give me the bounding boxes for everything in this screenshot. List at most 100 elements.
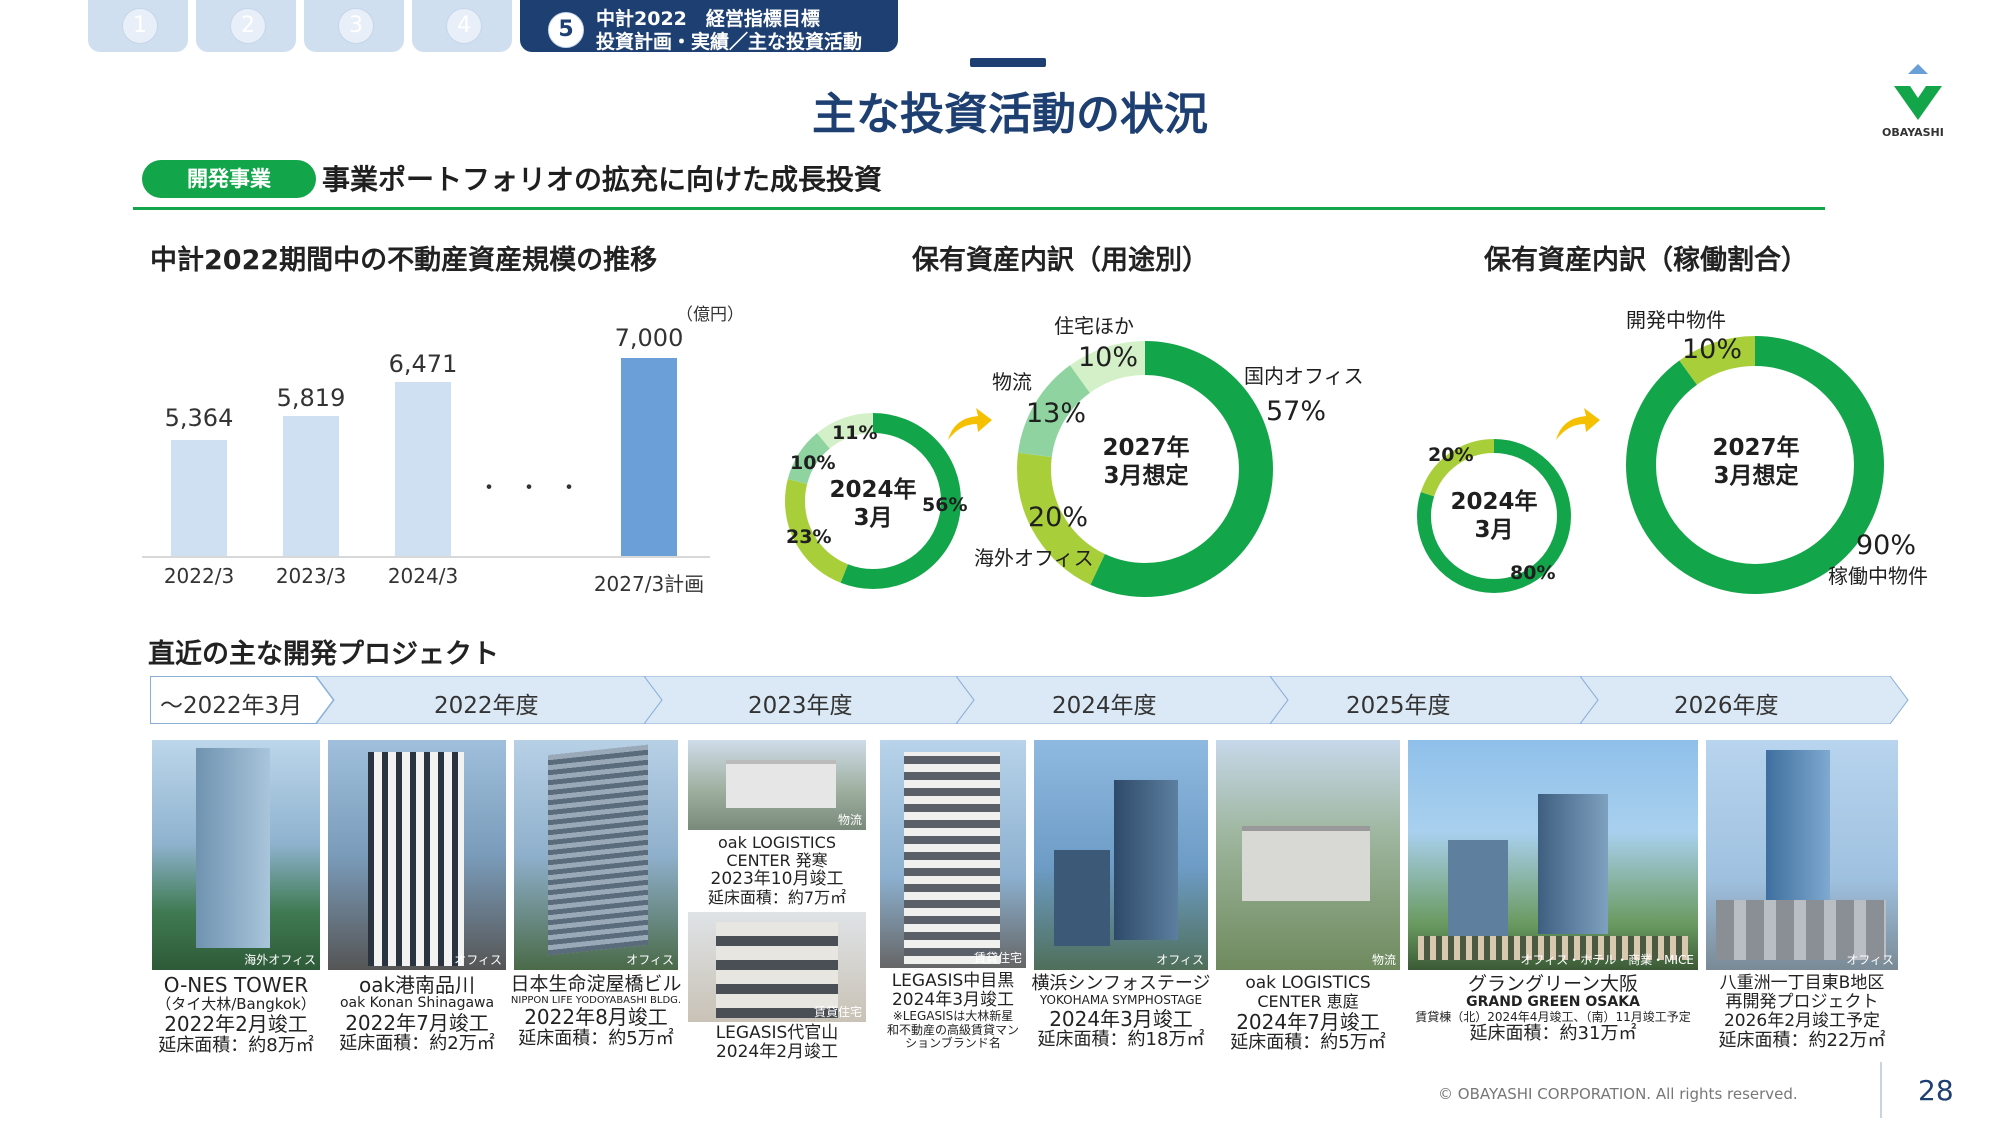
center-line1: 2027年 bbox=[1712, 435, 1800, 461]
center-line2: 3月想定 bbox=[1713, 463, 1799, 489]
slice-label: 80% bbox=[1510, 562, 1556, 584]
title-accent-bar bbox=[970, 58, 1046, 67]
slice-label: 20% bbox=[1028, 502, 1089, 533]
caption-line: ションブランド名 bbox=[905, 1035, 1001, 1050]
tab-number: 5 bbox=[548, 12, 584, 48]
project-photo-legasis-nakameguro: 賃貸住宅 bbox=[880, 740, 1026, 968]
project-type-tag: オフィス bbox=[1846, 953, 1894, 967]
project-type-tag: 海外オフィス bbox=[244, 953, 316, 967]
slice-label: 13% bbox=[1026, 398, 1087, 429]
section-pill: 開発事業 bbox=[142, 160, 316, 198]
arrow-icon bbox=[948, 408, 992, 440]
project-caption: oak港南品川 oak Konan Shinagawa 2022年7月竣工 延床… bbox=[326, 974, 508, 1055]
tab-label-line2: 投資計画・実績／主な投資活動 bbox=[596, 31, 863, 53]
project-type-tag: オフィス bbox=[454, 953, 502, 967]
series-name: 物流 bbox=[992, 370, 1032, 394]
slice-label: 20% bbox=[1428, 444, 1474, 466]
timeline-label: 2026年度 bbox=[1674, 693, 1779, 719]
section-subtitle: 事業ポートフォリオの拡充に向けた成長投資 bbox=[322, 163, 883, 196]
donut-operation-2027 bbox=[1626, 336, 1884, 594]
timeline-label: ～2022年3月 bbox=[160, 693, 303, 719]
timeline-label: 2022年度 bbox=[434, 693, 539, 719]
caption-line: 2024年3月竣工 bbox=[891, 990, 1015, 1011]
x-tick-label: 2022/3 bbox=[163, 564, 235, 588]
chart2-title: 保有資産内訳（用途別） bbox=[912, 245, 1209, 276]
caption-line: 2023年10月竣工 bbox=[710, 868, 844, 889]
building-shape bbox=[196, 748, 270, 948]
caption-line: 2022年7月竣工 bbox=[345, 1011, 489, 1036]
caption-line: 延床面積：約8万㎡ bbox=[158, 1034, 314, 1056]
project-type-tag: オフィス・ホテル・商業・MICE bbox=[1520, 953, 1694, 967]
bar-value-label: 5,819 bbox=[276, 384, 346, 412]
chart1-title: 中計2022期間中の不動産資産規模の推移 bbox=[150, 245, 658, 276]
caption-line: 延床面積：約2万㎡ bbox=[339, 1033, 495, 1055]
caption-line: ※LEGASISは大林新星 bbox=[892, 1009, 1014, 1024]
project-caption: 日本生命淀屋橋ビル NIPPON LIFE YODOYABASHI BLDG. … bbox=[504, 973, 688, 1049]
page-separator bbox=[1880, 1062, 1882, 1118]
caption-line: 2024年7月竣工 bbox=[1236, 1009, 1380, 1034]
project-photo-yokohama-symphostage: オフィス bbox=[1034, 740, 1208, 970]
caption-line: YOKOHAMA SYMPHOSTAGE bbox=[1039, 993, 1203, 1008]
project-caption: oak LOGISTICS CENTER 発寒 2023年10月竣工 延床面積：… bbox=[688, 834, 866, 907]
caption-line: 2024年3月竣工 bbox=[1049, 1006, 1193, 1031]
project-caption: 横浜シンフォステージ YOKOHAMA SYMPHOSTAGE 2024年3月竣… bbox=[1030, 973, 1212, 1050]
timeline-label: 2024年度 bbox=[1052, 693, 1157, 719]
tab-1[interactable]: 1 bbox=[88, 0, 188, 52]
center-line2: 3月 bbox=[853, 505, 893, 531]
tab-number: 2 bbox=[230, 8, 266, 44]
tab-2[interactable]: 2 bbox=[196, 0, 296, 52]
slice-label: 57% bbox=[1266, 396, 1327, 427]
building-shape bbox=[1054, 850, 1110, 946]
timeline-chevrons bbox=[150, 676, 1909, 724]
building-shape bbox=[716, 922, 838, 1018]
slice-label: 11% bbox=[832, 422, 878, 444]
caption-line: （タイ大林/Bangkok） bbox=[156, 995, 316, 1014]
project-caption: 八重洲一丁目東B地区 再開発プロジェクト 2026年2月竣工予定 延床面積：約2… bbox=[1706, 973, 1898, 1051]
building-shape bbox=[1538, 794, 1608, 934]
caption-line: 横浜シンフォステージ bbox=[1031, 973, 1211, 994]
caption-line: グラングリーン大阪 bbox=[1467, 973, 1639, 995]
caption-line: 延床面積：約7万㎡ bbox=[707, 887, 847, 907]
project-type-tag: 賃貸住宅 bbox=[973, 951, 1022, 965]
chart1-baseline bbox=[142, 556, 710, 558]
caption-line: 再開発プロジェクト bbox=[1725, 992, 1879, 1013]
bar-2027-3-plan bbox=[621, 358, 677, 556]
caption-line: LEGASIS中目黒 bbox=[891, 971, 1015, 991]
chart1-unit: （億円） bbox=[676, 305, 744, 325]
donut-center-label: 2027年 3月想定 bbox=[1696, 434, 1816, 490]
building-shape bbox=[1448, 840, 1508, 936]
tab-4[interactable]: 4 bbox=[412, 0, 512, 52]
page-number: 28 bbox=[1918, 1074, 1954, 1107]
caption-line: 和不動産の高級賃貸マン bbox=[886, 1022, 1019, 1037]
timeline-label: 2025年度 bbox=[1346, 693, 1451, 719]
caption-line: O-NES TOWER bbox=[163, 973, 309, 997]
caption-line: 2024年2月竣工 bbox=[715, 1042, 839, 1063]
bar-2023-3 bbox=[283, 416, 339, 556]
caption-line: 2026年2月竣工予定 bbox=[1723, 1011, 1881, 1032]
slice-label: 10% bbox=[1078, 342, 1139, 373]
page-title: 主な投資活動の状況 bbox=[812, 89, 1208, 140]
donut-center-label: 2024年 3月 bbox=[820, 476, 926, 532]
copyright: © OBAYASHI CORPORATION. All rights reser… bbox=[1438, 1085, 1798, 1103]
obayashi-logo: OBAYASHI bbox=[1882, 62, 1948, 142]
tab-5-active[interactable]: 5 中計2022 経営指標目標 投資計画・実績／主な投資活動 bbox=[520, 0, 898, 53]
caption-line: 延床面積：約5万㎡ bbox=[518, 1027, 674, 1049]
crowd-shape bbox=[1418, 936, 1688, 960]
bar-2022-3 bbox=[171, 440, 227, 556]
caption-line: oak LOGISTICS bbox=[718, 833, 836, 852]
tab-label-line1: 中計2022 経営指標目標 bbox=[596, 8, 820, 30]
x-tick-label: 2023/3 bbox=[275, 564, 347, 588]
tab-3[interactable]: 3 bbox=[304, 0, 404, 52]
project-caption: LEGASIS中目黒 2024年3月竣工 ※LEGASISは大林新星 和不動産の… bbox=[874, 971, 1032, 1050]
donut-usage-2027 bbox=[1017, 341, 1273, 597]
caption-line: oak港南品川 bbox=[358, 973, 476, 997]
building-shape bbox=[1114, 780, 1178, 940]
bar-value-label: 6,471 bbox=[388, 350, 458, 378]
projects-title: 直近の主な開発プロジェクト bbox=[148, 639, 499, 670]
x-tick-label: 2027/3計画 bbox=[593, 572, 705, 596]
chart3-title: 保有資産内訳（稼働割合） bbox=[1484, 245, 1808, 276]
caption-line: GRAND GREEN OSAKA bbox=[1466, 994, 1640, 1011]
tab-number: 1 bbox=[122, 8, 158, 44]
building-shape bbox=[1716, 900, 1886, 960]
center-line2: 3月想定 bbox=[1103, 463, 1189, 489]
